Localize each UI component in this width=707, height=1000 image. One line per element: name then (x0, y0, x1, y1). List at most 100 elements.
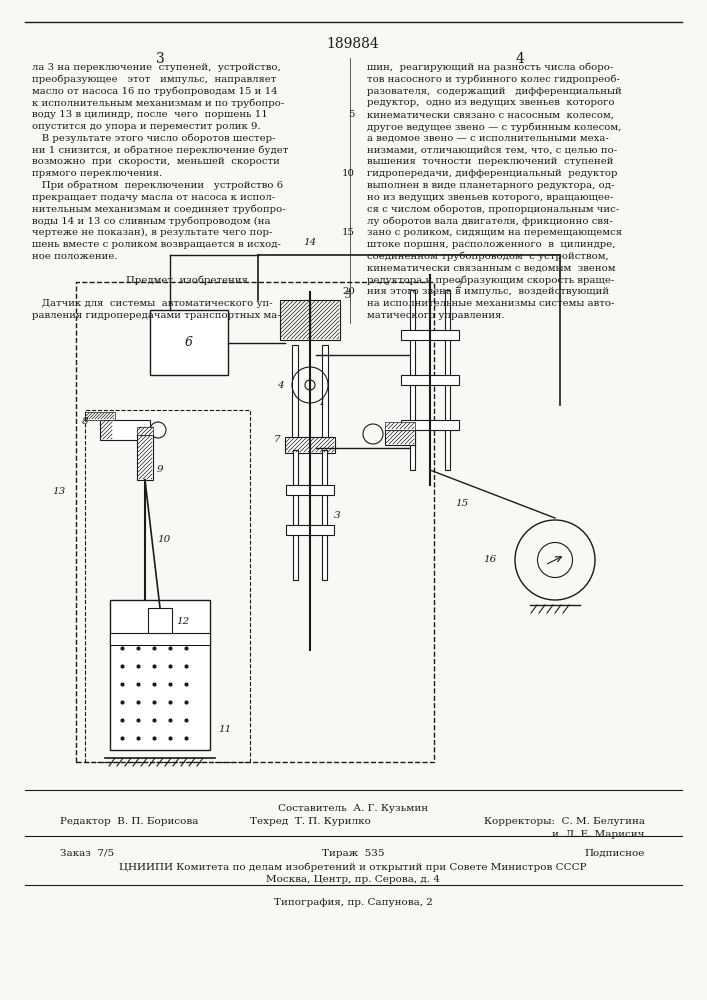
Bar (401, 375, 459, 385)
Text: тов насосного и турбинного колес гидропреоб-: тов насосного и турбинного колес гидропр… (367, 75, 620, 84)
Text: 8: 8 (81, 418, 88, 426)
Bar (110, 633, 210, 645)
Bar (85, 412, 115, 420)
Text: Заказ  7/5: Заказ 7/5 (60, 849, 114, 858)
Text: штоке поршня, расположенного  в  цилиндре,: штоке поршня, расположенного в цилиндре, (367, 240, 616, 249)
Text: ся с числом оборотов, пропорциональным чис-: ся с числом оборотов, пропорциональным ч… (367, 205, 619, 214)
Text: 9: 9 (157, 466, 163, 475)
Text: воду 13 в цилиндр, после  чего  поршень 11: воду 13 в цилиндр, после чего поршень 11 (32, 110, 268, 119)
Bar (137, 427, 153, 435)
Text: выполнен в виде планетарного редуктора, од-: выполнен в виде планетарного редуктора, … (367, 181, 614, 190)
Bar (401, 420, 459, 430)
Text: В результате этого число оборотов шестер-: В результате этого число оборотов шестер… (32, 134, 276, 143)
Bar (137, 435, 153, 480)
Text: 14: 14 (303, 238, 317, 247)
Text: лу оборотов вала двигателя, фрикционно свя-: лу оборотов вала двигателя, фрикционно с… (367, 216, 613, 226)
Text: 2: 2 (455, 280, 462, 290)
Text: 4: 4 (277, 380, 284, 389)
Text: шень вместе с роликом возвращается в исход-: шень вместе с роликом возвращается в исх… (32, 240, 281, 249)
Bar (150, 310, 228, 375)
Text: кинематически связано с насосным  колесом,: кинематически связано с насосным колесом… (367, 110, 614, 119)
Text: Составитель  А. Г. Кузьмин: Составитель А. Г. Кузьмин (278, 804, 428, 813)
Text: 5: 5 (345, 290, 351, 300)
Text: вышения  точности  переключений  ступеней: вышения точности переключений ступеней (367, 157, 614, 166)
Text: редуктор,  одно из ведущих звеньев  которого: редуктор, одно из ведущих звеньев которо… (367, 98, 614, 107)
Bar (148, 608, 172, 633)
Text: зано с роликом, сидящим на перемещающемся: зано с роликом, сидящим на перемещающемс… (367, 228, 622, 237)
Text: Датчик для  системы  автоматического уп-: Датчик для системы автоматического уп- (32, 299, 273, 308)
Text: 16: 16 (484, 556, 497, 564)
Text: 11: 11 (218, 726, 231, 734)
Bar (286, 485, 334, 495)
Bar (410, 290, 415, 470)
Text: ни 1 снизится, и обратное переключение будет: ни 1 снизится, и обратное переключение б… (32, 146, 288, 155)
Text: чертеже не показан), в результате чего пор-: чертеже не показан), в результате чего п… (32, 228, 272, 237)
Bar (310, 300, 340, 340)
Text: опустится до упора и переместит ролик 9.: опустится до упора и переместит ролик 9. (32, 122, 261, 131)
Text: возможно  при  скорости,  меньшей  скорости: возможно при скорости, меньшей скорости (32, 157, 280, 166)
Text: 20: 20 (342, 287, 355, 296)
Text: При обратном  переключении   устройство 6: При обратном переключении устройство 6 (32, 181, 283, 190)
Text: ния этого звена в импульс,  воздействующий: ния этого звена в импульс, воздействующи… (367, 287, 609, 296)
Bar (100, 420, 150, 440)
Text: 15: 15 (455, 499, 468, 508)
Text: Корректоры:  С. М. Белугина: Корректоры: С. М. Белугина (484, 817, 645, 826)
Text: 4: 4 (515, 52, 525, 66)
Text: нительным механизмам и соединяет трубопро-: нительным механизмам и соединяет трубопр… (32, 205, 286, 214)
Text: 189884: 189884 (327, 37, 380, 51)
Text: соединенном трубопроводом  с устройством,: соединенном трубопроводом с устройством, (367, 252, 609, 261)
Text: шин,  реагирующий на разность числа оборо-: шин, реагирующий на разность числа оборо… (367, 63, 613, 73)
Text: к исполнительным механизмам и по трубопро-: к исполнительным механизмам и по трубопр… (32, 98, 284, 108)
Text: 3: 3 (156, 52, 164, 66)
Text: ла 3 на переключение  ступеней,  устройство,: ла 3 на переключение ступеней, устройств… (32, 63, 281, 72)
Text: разователя,  содержащий   дифференциальный: разователя, содержащий дифференциальный (367, 87, 621, 96)
Text: низмами, отличающийся тем, что, с целью по-: низмами, отличающийся тем, что, с целью … (367, 146, 617, 155)
Text: 15: 15 (342, 228, 355, 237)
Text: прямого переключения.: прямого переключения. (32, 169, 162, 178)
Bar (285, 437, 335, 453)
Text: а ведомое звено — с исполнительными меха-: а ведомое звено — с исполнительными меха… (367, 134, 609, 143)
Bar (385, 430, 415, 445)
Text: но из ведущих звеньев которого, вращающее-: но из ведущих звеньев которого, вращающе… (367, 193, 614, 202)
Bar (286, 525, 334, 535)
Text: 10: 10 (157, 536, 170, 544)
Bar (445, 290, 450, 470)
Text: и  Л. Е. Марисич: и Л. Е. Марисич (552, 830, 645, 839)
Bar (385, 422, 415, 430)
Text: Москва, Центр, пр. Серова, д. 4: Москва, Центр, пр. Серова, д. 4 (266, 875, 440, 884)
Text: матического управления.: матического управления. (367, 311, 505, 320)
Text: гидропередачи, дифференциальный  редуктор: гидропередачи, дифференциальный редуктор (367, 169, 617, 178)
Text: другое ведущее звено — с турбинным колесом,: другое ведущее звено — с турбинным колес… (367, 122, 621, 131)
Bar (280, 300, 310, 340)
Text: Редактор  В. П. Борисова: Редактор В. П. Борисова (60, 817, 199, 826)
Text: 6: 6 (185, 336, 193, 349)
Bar (292, 345, 298, 440)
Text: равления гидропередачами транспортных ма-: равления гидропередачами транспортных ма… (32, 311, 281, 320)
Text: ное положение.: ное положение. (32, 252, 117, 261)
Text: кинематически связанным с ведомым  звеном: кинематически связанным с ведомым звеном (367, 264, 616, 273)
Bar (110, 600, 210, 750)
Text: 10: 10 (342, 169, 355, 178)
Text: Техред  Т. П. Курилко: Техред Т. П. Курилко (250, 817, 370, 826)
Text: 3: 3 (334, 510, 341, 520)
Text: Типография, пр. Сапунова, 2: Типография, пр. Сапунова, 2 (274, 898, 433, 907)
Text: воды 14 и 13 со сливным трубопроводом (на: воды 14 и 13 со сливным трубопроводом (н… (32, 216, 271, 226)
Bar (293, 450, 298, 580)
Bar (85, 410, 250, 762)
Text: ЦНИИПИ Комитета по делам изобретений и открытий при Совете Министров СССР: ЦНИИПИ Комитета по делам изобретений и о… (119, 862, 587, 871)
Text: 7: 7 (274, 436, 280, 444)
Text: 12: 12 (176, 616, 189, 626)
Text: 13: 13 (53, 488, 66, 496)
Bar (322, 345, 328, 440)
Text: 1: 1 (318, 398, 325, 407)
Text: 5: 5 (349, 110, 355, 119)
Text: масло от насоса 16 по трубопроводам 15 и 14: масло от насоса 16 по трубопроводам 15 и… (32, 87, 278, 96)
Text: редуктора и преобразующим скорость враще-: редуктора и преобразующим скорость враще… (367, 275, 614, 285)
Bar (76, 282, 434, 762)
Text: Предмет  изобретения: Предмет изобретения (126, 275, 248, 285)
Bar (322, 450, 327, 580)
Text: Тираж  535: Тираж 535 (322, 849, 384, 858)
Text: на исполнительные механизмы системы авто-: на исполнительные механизмы системы авто… (367, 299, 614, 308)
Text: прекращает подачу масла от насоса к испол-: прекращает подачу масла от насоса к испо… (32, 193, 275, 202)
Text: Подписное: Подписное (585, 849, 645, 858)
